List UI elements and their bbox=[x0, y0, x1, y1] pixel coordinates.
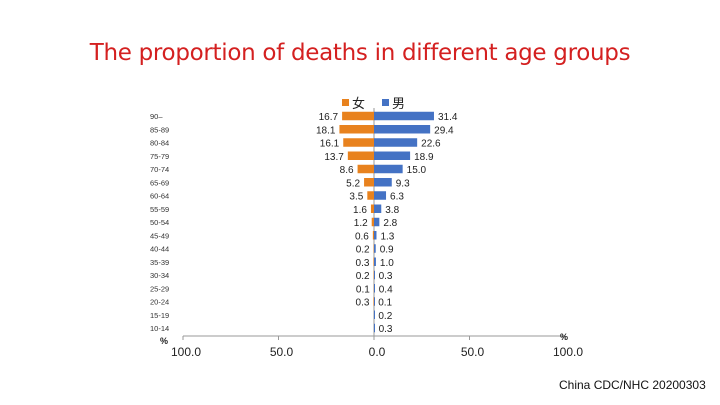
bar-male bbox=[374, 257, 376, 266]
source-citation: China CDC/NHC 20200303 bbox=[559, 378, 706, 392]
data-label-male: 0.4 bbox=[379, 284, 393, 295]
bar-male bbox=[374, 270, 375, 280]
data-label-female: 0.6 bbox=[355, 231, 369, 242]
data-label-female: 16.1 bbox=[320, 139, 340, 150]
x-axis-unit-left: % bbox=[160, 336, 168, 346]
data-label-male: 6.3 bbox=[390, 192, 404, 203]
data-label-male: 0.3 bbox=[379, 271, 393, 282]
bar-male bbox=[374, 323, 375, 333]
data-label-male: 29.4 bbox=[434, 125, 454, 136]
data-label-female: 1.6 bbox=[353, 205, 367, 216]
bar-male bbox=[374, 111, 434, 121]
data-label-male: 0.2 bbox=[378, 311, 392, 322]
data-label-female: 0.3 bbox=[356, 298, 370, 309]
category-label: 85-89 bbox=[150, 125, 169, 134]
x-tick-label: 0.0 bbox=[369, 345, 386, 359]
category-label: 35-39 bbox=[150, 258, 169, 267]
x-axis-unit-right: % bbox=[560, 332, 568, 342]
data-label-male: 2.8 bbox=[383, 218, 397, 229]
legend-swatch-male bbox=[382, 99, 389, 106]
bar-female bbox=[343, 138, 374, 147]
data-label-male: 15.0 bbox=[407, 165, 427, 176]
category-label: 50-54 bbox=[150, 218, 169, 227]
data-label-male: 3.8 bbox=[385, 205, 399, 216]
category-label: 20-24 bbox=[150, 298, 169, 307]
bar-male bbox=[374, 138, 418, 147]
category-label: 60-64 bbox=[150, 192, 169, 201]
data-label-male: 31.4 bbox=[438, 112, 458, 123]
data-label-male: 18.9 bbox=[414, 152, 434, 163]
data-label-female: 8.6 bbox=[340, 165, 354, 176]
bar-female bbox=[342, 111, 374, 121]
x-tick-label: 100.0 bbox=[171, 345, 201, 359]
bar-male bbox=[374, 125, 431, 134]
bar-male bbox=[374, 217, 380, 227]
x-tick-label: 100.0 bbox=[553, 345, 583, 359]
data-label-male: 0.1 bbox=[378, 298, 392, 309]
category-label: 15-19 bbox=[150, 311, 169, 320]
bar-male bbox=[374, 310, 375, 319]
data-label-male: 1.3 bbox=[380, 231, 394, 242]
category-label: 40-44 bbox=[150, 245, 169, 254]
data-label-male: 9.3 bbox=[396, 178, 410, 189]
bar-female bbox=[373, 297, 375, 306]
bar-female bbox=[339, 125, 374, 134]
bar-female bbox=[347, 151, 374, 160]
data-label-male: 0.3 bbox=[379, 324, 393, 335]
data-label-male: 0.9 bbox=[380, 245, 394, 256]
bar-male bbox=[374, 151, 411, 160]
category-label: 45-49 bbox=[150, 231, 169, 240]
data-label-female: 0.2 bbox=[356, 245, 370, 256]
category-label: 70-74 bbox=[150, 165, 169, 174]
bar-female bbox=[373, 257, 375, 266]
bar-female bbox=[371, 217, 374, 227]
legend-swatch-female bbox=[342, 99, 349, 106]
category-label: 90– bbox=[150, 112, 163, 121]
bar-female bbox=[372, 231, 374, 240]
bar-male bbox=[374, 297, 375, 306]
category-label: 30-34 bbox=[150, 271, 169, 280]
bar-male bbox=[374, 284, 375, 293]
data-label-female: 13.7 bbox=[324, 152, 344, 163]
bar-male bbox=[374, 204, 382, 213]
x-tick-label: 50.0 bbox=[461, 345, 485, 359]
data-label-female: 0.1 bbox=[356, 284, 370, 295]
legend-label-female: 女 bbox=[352, 96, 365, 111]
data-label-female: 16.7 bbox=[319, 112, 339, 123]
slide-title: The proportion of deaths in different ag… bbox=[89, 40, 631, 66]
data-label-female: 1.2 bbox=[354, 218, 368, 229]
category-label: 25-29 bbox=[150, 284, 169, 293]
data-label-female: 18.1 bbox=[316, 125, 336, 136]
data-label-female: 5.2 bbox=[346, 178, 360, 189]
bar-male bbox=[374, 231, 377, 240]
category-label: 65-69 bbox=[150, 178, 169, 187]
data-label-female: 3.5 bbox=[349, 192, 363, 203]
category-label: 55-59 bbox=[150, 205, 169, 214]
data-label-male: 22.6 bbox=[421, 139, 441, 150]
bar-male bbox=[374, 178, 392, 187]
bar-female bbox=[364, 178, 374, 187]
legend-label-male: 男 bbox=[392, 96, 405, 111]
bar-female bbox=[370, 204, 374, 213]
category-label: 10-14 bbox=[150, 324, 169, 333]
category-label: 75-79 bbox=[150, 152, 169, 161]
bar-male bbox=[374, 244, 376, 253]
bar-male bbox=[374, 191, 387, 200]
category-label: 80-84 bbox=[150, 139, 169, 148]
data-label-male: 1.0 bbox=[380, 258, 394, 269]
data-label-female: 0.3 bbox=[356, 258, 370, 269]
data-label-female: 0.2 bbox=[356, 271, 370, 282]
x-tick-label: 50.0 bbox=[270, 345, 294, 359]
bar-female bbox=[357, 164, 374, 174]
bar-female bbox=[367, 191, 374, 200]
bar-male bbox=[374, 164, 403, 174]
